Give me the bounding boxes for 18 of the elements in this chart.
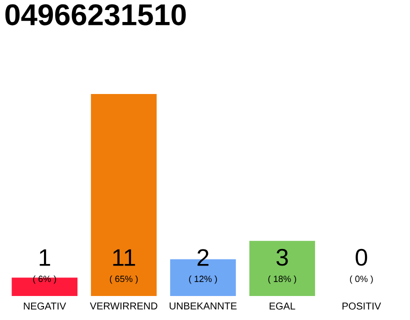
- x-tick-label: POSITIV: [342, 302, 382, 310]
- x-tick-label: NEGATIV: [24, 302, 66, 310]
- bar: [90, 94, 157, 296]
- bar: [12, 278, 78, 296]
- bar: [249, 240, 316, 296]
- annotation: ( 18% ): [268, 275, 296, 284]
- x-tick-label: EGAL: [270, 302, 296, 310]
- data-label: 11: [113, 249, 136, 266]
- annotation: ( 6% ): [33, 275, 56, 284]
- data-label: 1: [40, 249, 50, 266]
- annotation: ( 12% ): [189, 275, 217, 284]
- data-label: 3: [276, 248, 288, 266]
- data-label: 0: [356, 248, 368, 266]
- annotation: ( 65% ): [110, 275, 138, 284]
- chart-title: 04966231510: [5, 4, 186, 26]
- x-tick-label: UNBEKANNTE: [170, 302, 237, 310]
- annotation: ( 0% ): [350, 275, 373, 284]
- x-tick-label: VERWIRREND: [90, 302, 158, 310]
